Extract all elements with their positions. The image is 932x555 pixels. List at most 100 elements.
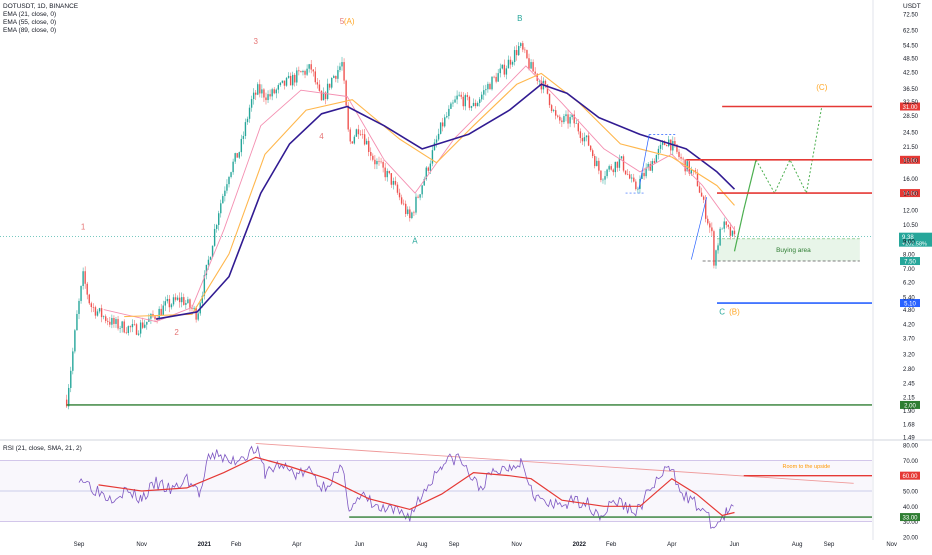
price-tick-label: 7.00 [903,267,915,273]
candle-body [454,99,456,103]
candle-body [372,155,374,160]
candle-body [279,82,282,86]
candle-body [657,148,660,155]
candle-body [347,105,349,130]
candle-body [429,163,432,171]
candle-body [289,75,292,86]
candle-body [575,123,577,124]
candle-body [341,62,343,67]
candle-body [444,117,446,127]
candle-body [409,209,411,219]
candle-body [688,161,690,174]
candle-body [378,161,380,162]
candle-body [215,224,218,229]
candle-body [84,271,86,284]
candle-body [164,301,167,306]
candle-body [446,116,448,118]
candle-body [306,68,308,75]
current-price-value: 9.38 [902,235,914,241]
candle-body [335,75,337,79]
candle-body [709,223,711,228]
candle-body [304,70,306,75]
candle-body [413,212,415,214]
candle-body [328,83,331,88]
wave-label: (B) [729,307,740,316]
rsi-annotation: Room to the upside [783,464,831,470]
candle-body [252,92,255,100]
level-tag-label: 2.00 [904,403,916,409]
candle-body [193,307,195,309]
time-tick-label: Aug [792,542,803,548]
measure-arrow [690,196,708,260]
price-tick-label: 9.00 [903,240,915,246]
candle-body [374,159,376,165]
candle-body [702,196,705,200]
current-price-change: +202.58% [902,242,927,248]
candle-body [713,231,715,266]
candle-body [201,295,203,304]
candle-body [238,152,240,158]
candle-body [244,122,247,136]
grid-layer [0,0,932,540]
candle-body [273,89,275,94]
rsi-tick-label: 70.00 [903,459,919,465]
candle-body [353,136,356,144]
rsi-level-tag-label: 60.00 [902,474,918,480]
ema89-legend: EMA (89, close, 0) [3,27,56,34]
current-price-tag [899,232,932,247]
ema-line-89 [155,83,736,320]
candle-body [665,145,668,147]
candle-body [131,324,134,328]
candle-body [407,209,409,214]
candle-body [331,77,333,88]
candle-body [203,275,206,296]
candle-body [680,156,682,159]
candle-body [628,174,631,179]
candle-body [74,330,76,352]
rsi-tick-label: 40.00 [903,505,919,511]
candle-body [111,317,113,325]
projection-leadin [733,209,745,252]
candle-body [392,180,395,185]
annotation-zones: Buying area [0,236,872,262]
candle-body [591,150,594,157]
candle-body [70,370,72,388]
candle-body [489,83,491,90]
price-tick-label: 54.50 [903,44,919,50]
candle-body [150,313,152,319]
candle-body [236,153,238,158]
candle-body [314,71,317,83]
candle-body [674,141,676,145]
candle-body [365,140,368,145]
candle-body [466,95,469,97]
candle-body [322,92,325,101]
candle-body [281,80,284,83]
candle-body [641,172,643,179]
candle-body [359,134,362,135]
wave-label: 5 [340,17,345,26]
candle-body [550,105,553,111]
candle-body [86,283,88,295]
candle-body [178,297,181,303]
candle-body [696,172,699,187]
candle-body [310,64,312,70]
candle-body [380,161,382,163]
candle-body [300,71,302,73]
candle-body [419,194,421,198]
candle-body [643,172,645,177]
candle-body [546,84,549,94]
candle-body [187,299,189,303]
candle-body [707,218,709,224]
candle-body [711,227,713,232]
candle-body [618,158,621,168]
candle-body [474,102,477,107]
candle-body [80,286,82,301]
price-tick-label: 3.70 [903,336,915,342]
candle-body [324,92,327,100]
candle-body [261,89,263,94]
candle-body [65,399,68,407]
candle-body [144,324,146,328]
candle-body [563,116,565,123]
